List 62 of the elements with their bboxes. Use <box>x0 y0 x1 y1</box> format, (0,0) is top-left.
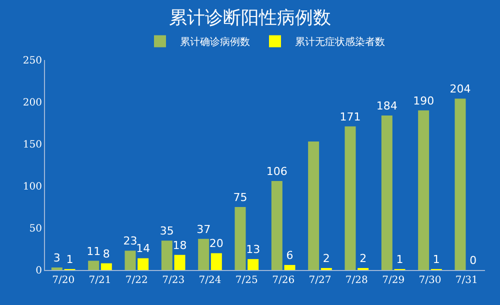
data-label: 204 <box>450 82 471 96</box>
data-label: 1 <box>66 253 74 266</box>
bar <box>454 98 466 270</box>
data-label: 6 <box>286 248 294 262</box>
data-label: 11 <box>86 244 101 258</box>
data-label: 2 <box>360 252 367 265</box>
bar <box>138 258 149 270</box>
bar <box>271 180 282 270</box>
bar <box>88 260 100 270</box>
bar <box>381 115 392 270</box>
data-label: 37 <box>196 222 211 236</box>
y-tick-label: 50 <box>29 224 42 234</box>
data-label: 1 <box>396 253 404 266</box>
bar <box>198 238 210 270</box>
bar <box>161 240 172 270</box>
bar <box>234 207 246 270</box>
data-label: 171 <box>340 110 361 124</box>
x-tick-label: 7/20 <box>52 275 75 286</box>
bar <box>210 253 222 270</box>
chart-title: 累计诊断阳性病例数 <box>169 7 331 28</box>
data-label: 13 <box>246 243 260 256</box>
bar <box>248 259 259 270</box>
legend-label: 累计无症状感染者数 <box>295 36 385 48</box>
data-label: 190 <box>413 94 434 108</box>
bar <box>51 267 62 270</box>
data-label: 14 <box>136 242 150 256</box>
x-tick-label: 7/21 <box>88 275 112 286</box>
data-label: 3 <box>53 251 60 264</box>
data-label: 8 <box>102 247 110 260</box>
data-label: 0 <box>470 254 477 267</box>
data-label: 106 <box>266 164 288 178</box>
y-tick-label: 0 <box>36 266 42 276</box>
x-tick-label: 7/22 <box>125 275 148 286</box>
x-tick-label: 7/25 <box>235 275 258 286</box>
y-tick-label: 100 <box>22 182 42 192</box>
data-label: 1 <box>432 253 440 266</box>
bar <box>308 141 320 270</box>
x-tick-label: 7/26 <box>272 275 295 286</box>
data-label: 184 <box>376 99 398 112</box>
x-tick-label: 7/23 <box>162 275 185 286</box>
x-tick-label: 7/30 <box>418 275 442 286</box>
data-label: 18 <box>172 238 187 252</box>
bar <box>124 250 136 270</box>
x-tick-label: 7/27 <box>308 275 332 286</box>
data-label: 23 <box>123 234 138 248</box>
legend-label: 累计确诊病例数 <box>180 36 250 48</box>
y-tick-label: 150 <box>22 140 42 150</box>
bar <box>174 254 186 270</box>
x-tick-label: 7/31 <box>455 275 478 286</box>
data-label: 35 <box>160 224 174 238</box>
bar <box>284 264 296 270</box>
bar <box>418 110 430 270</box>
bar <box>100 263 112 270</box>
data-label: 2 <box>322 252 330 265</box>
data-label: 20 <box>209 237 224 250</box>
data-label: 75 <box>233 191 248 204</box>
bar <box>344 126 356 270</box>
x-tick-label: 7/28 <box>345 275 368 286</box>
x-tick-label: 7/29 <box>382 275 405 286</box>
y-tick-label: 250 <box>22 56 42 66</box>
x-tick-label: 7/24 <box>198 275 222 286</box>
y-tick-label: 200 <box>22 98 42 108</box>
